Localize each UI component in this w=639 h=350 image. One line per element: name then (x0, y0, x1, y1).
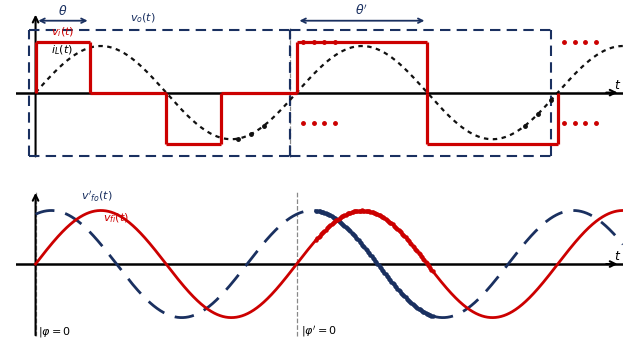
Text: $v'_{fo}(t)$: $v'_{fo}(t)$ (81, 189, 113, 204)
Text: $\theta$: $\theta$ (58, 4, 68, 18)
Text: $t$: $t$ (614, 79, 621, 92)
Text: $v_i(t)$: $v_i(t)$ (51, 25, 74, 39)
Text: $|\varphi=0$: $|\varphi=0$ (38, 325, 71, 339)
Text: $\theta'$: $\theta'$ (355, 4, 369, 18)
Text: $i_L(t)$: $i_L(t)$ (51, 44, 73, 57)
Text: $v_{fi}(t)$: $v_{fi}(t)$ (104, 211, 129, 225)
Text: $t$: $t$ (614, 250, 621, 262)
Text: $|\varphi'=0$: $|\varphi'=0$ (300, 324, 337, 339)
Text: $v_o(t)$: $v_o(t)$ (130, 11, 155, 24)
